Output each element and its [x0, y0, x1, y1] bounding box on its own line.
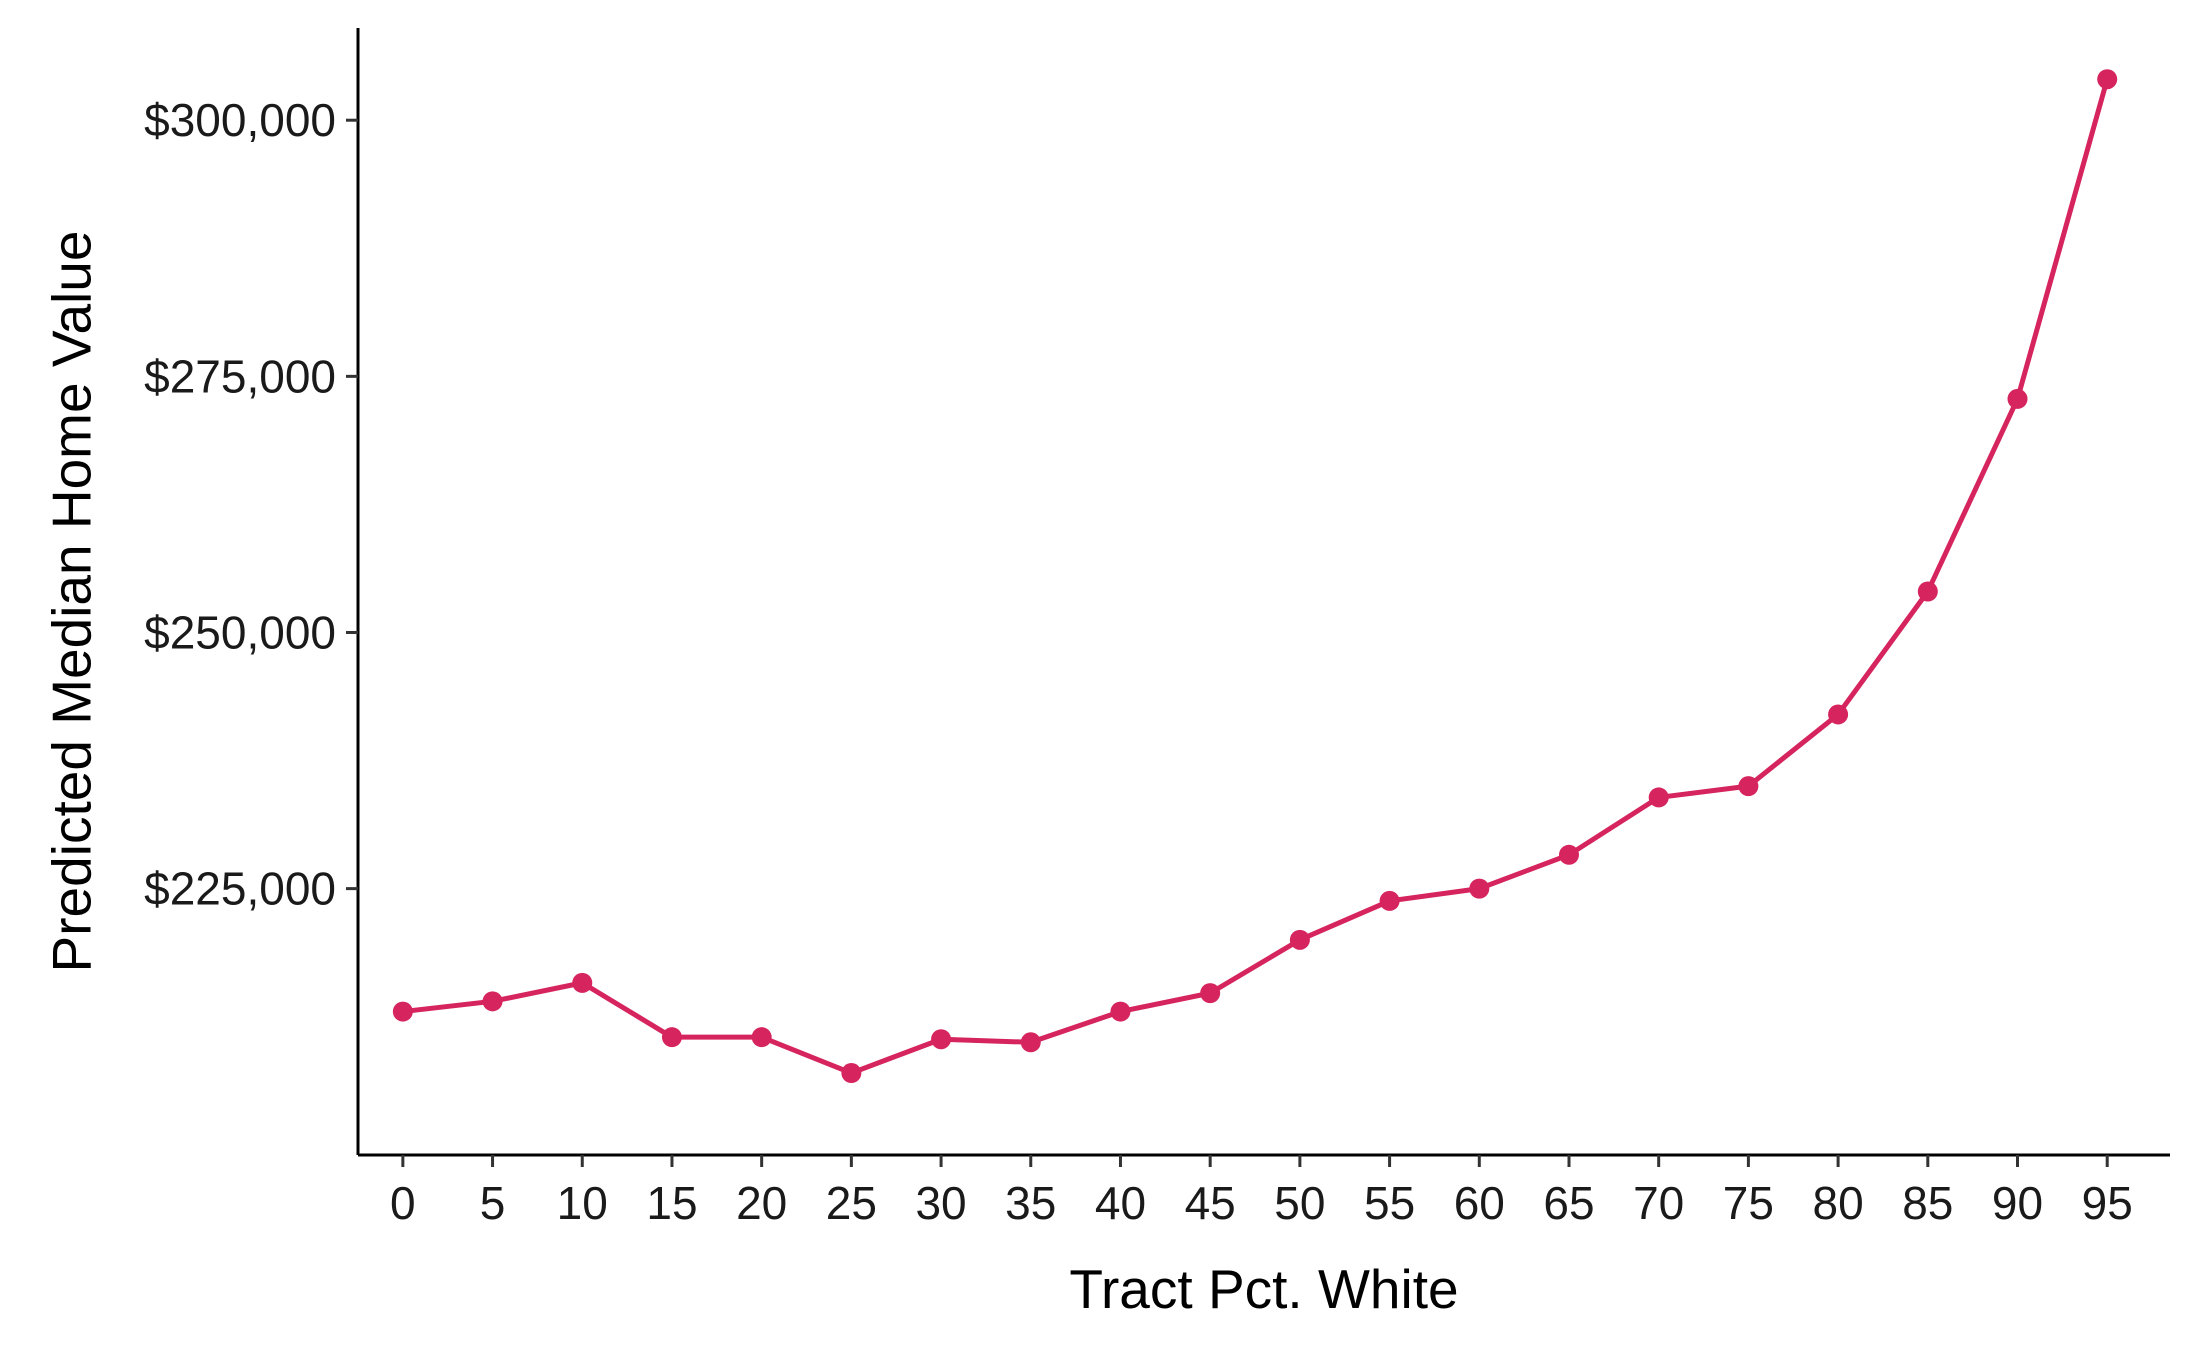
- x-tick-label: 25: [826, 1177, 877, 1229]
- x-tick-label: 95: [2082, 1177, 2133, 1229]
- x-axis-title: Tract Pct. White: [1069, 1258, 1458, 1320]
- data-point: [751, 1027, 772, 1048]
- series-line-segment: [848, 1036, 944, 1076]
- data-point: [1738, 776, 1759, 797]
- data-point: [1289, 929, 1310, 950]
- data-point: [1558, 844, 1579, 865]
- data-point: [1648, 787, 1669, 808]
- x-tick-label: 50: [1274, 1177, 1325, 1229]
- data-point: [931, 1029, 952, 1050]
- data-point: [2097, 69, 2118, 90]
- data-point: [1110, 1001, 1131, 1022]
- series-line-segment: [1117, 990, 1213, 1015]
- series-line-segment: [1028, 1009, 1123, 1045]
- series-line-segment: [938, 1036, 1034, 1045]
- series-layer: [392, 69, 2118, 1084]
- y-tick-label: $250,000: [144, 606, 336, 658]
- data-point: [1020, 1032, 1041, 1053]
- x-tick-label: 55: [1364, 1177, 1415, 1229]
- data-point: [572, 972, 593, 993]
- x-tick-label: 65: [1543, 1177, 1594, 1229]
- series-line-segment: [2015, 76, 2110, 402]
- x-tick-label: 90: [1992, 1177, 2043, 1229]
- y-axis-ticks: $225,000 $250,000 $275,000 $300,000: [144, 94, 358, 915]
- data-point: [841, 1063, 862, 1084]
- series-line-segment: [1476, 852, 1572, 892]
- data-point: [482, 991, 503, 1012]
- series-line-segment: [1656, 783, 1751, 800]
- data-point: [1917, 581, 1938, 602]
- data-point: [1469, 878, 1490, 899]
- series-line-segment: [1835, 589, 1931, 717]
- data-point: [1828, 704, 1849, 725]
- x-tick-label: 85: [1902, 1177, 1953, 1229]
- x-tick-label: 35: [1005, 1177, 1056, 1229]
- data-point: [1200, 983, 1221, 1004]
- x-tick-label: 80: [1813, 1177, 1864, 1229]
- x-tick-label: 15: [646, 1177, 697, 1229]
- x-axis-ticks: 0 5 10 15 20 25 30 35 40 45 50 55 60 65 70 75 80 85 90 95: [390, 1155, 2133, 1229]
- x-tick-label: 0: [390, 1177, 416, 1229]
- y-tick-label: $300,000: [144, 94, 336, 146]
- series-line-segment: [400, 998, 496, 1015]
- x-tick-label: 45: [1185, 1177, 1236, 1229]
- y-axis-title: Predicted Median Home Value: [41, 231, 103, 973]
- x-tick-label: 75: [1723, 1177, 1774, 1229]
- x-tick-label: 60: [1454, 1177, 1505, 1229]
- x-tick-label: 70: [1633, 1177, 1684, 1229]
- x-tick-label: 5: [480, 1177, 506, 1229]
- series-line-segment: [1207, 937, 1303, 996]
- x-tick-label: 30: [915, 1177, 966, 1229]
- series-line-segment: [1566, 794, 1662, 858]
- x-tick-label: 40: [1095, 1177, 1146, 1229]
- series-line-segment: [1297, 898, 1393, 943]
- x-tick-label: 10: [557, 1177, 608, 1229]
- data-point: [2007, 388, 2028, 409]
- data-point: [661, 1027, 682, 1048]
- series-line-segment: [490, 980, 585, 1004]
- data-point: [392, 1001, 413, 1022]
- series-line-segment: [1387, 886, 1482, 904]
- axes: [356, 28, 2170, 1157]
- series-line-segment: [759, 1034, 854, 1076]
- data-point: [1379, 890, 1400, 911]
- series-line-segment: [1925, 396, 2021, 594]
- y-tick-label: $275,000: [144, 350, 336, 402]
- series-line-segment: [1745, 711, 1841, 789]
- series-line-segment: [579, 980, 675, 1040]
- y-tick-label: $225,000: [144, 863, 336, 915]
- x-tick-label: 20: [736, 1177, 787, 1229]
